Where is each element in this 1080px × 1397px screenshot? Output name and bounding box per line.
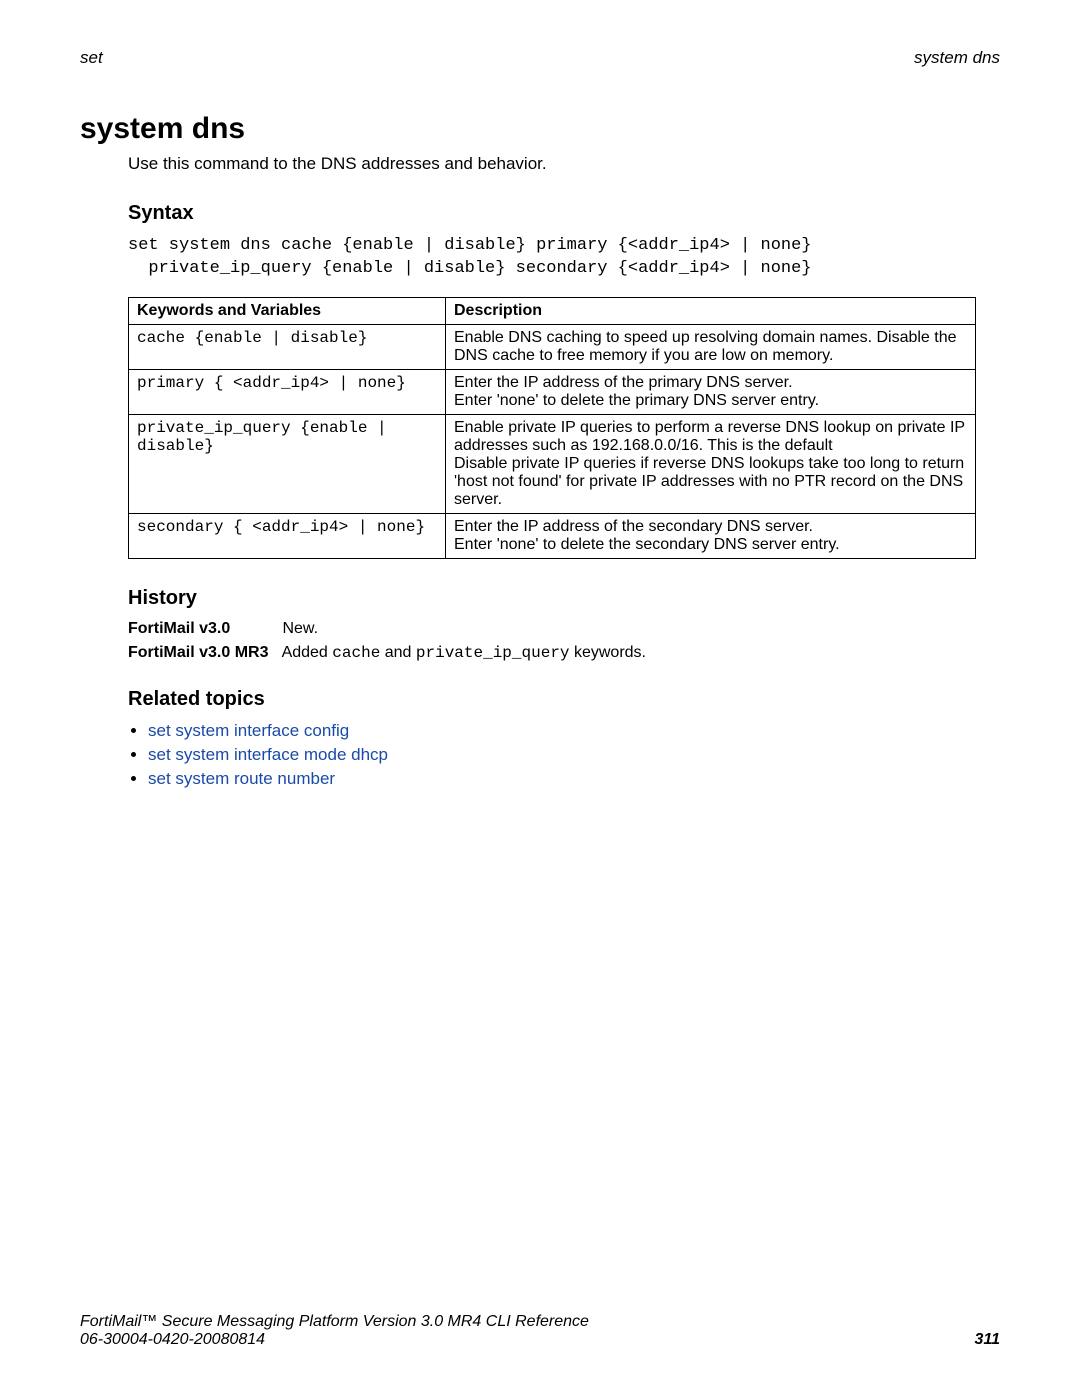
header-left: set [80, 48, 103, 68]
related-link[interactable]: set system interface config [148, 721, 349, 740]
history-note-code: cache [332, 644, 380, 662]
footer: FortiMail™ Secure Messaging Platform Ver… [80, 1313, 1000, 1349]
table-header-row: Keywords and Variables Description [129, 297, 976, 324]
footer-line1: FortiMail™ Secure Messaging Platform Ver… [80, 1313, 1000, 1331]
content: system dns Use this command to the DNS a… [80, 112, 1000, 793]
history-note-mid: and [380, 644, 416, 661]
history-version: FortiMail v3.0 [128, 620, 278, 638]
history-row: FortiMail v3.0 New. [128, 620, 1000, 638]
table-cell-desc: Enter the IP address of the primary DNS … [446, 369, 976, 414]
syntax-code: set system dns cache {enable | disable} … [128, 235, 1000, 281]
table-row: cache {enable | disable} Enable DNS cach… [129, 324, 976, 369]
related-link[interactable]: set system route number [148, 769, 335, 788]
history-version: FortiMail v3.0 MR3 [128, 644, 278, 662]
table-row: secondary { <addr_ip4> | none} Enter the… [129, 513, 976, 558]
page: set system dns system dns Use this comma… [0, 0, 1080, 1397]
history-note: New. [282, 620, 318, 637]
page-title: system dns [80, 112, 1000, 146]
table-cell-keyword: private_ip_query {enable | disable} [129, 414, 446, 513]
table-cell-desc: Enable private IP queries to perform a r… [446, 414, 976, 513]
related-heading: Related topics [128, 688, 1000, 711]
related-list: set system interface config set system i… [148, 721, 1000, 789]
keywords-table: Keywords and Variables Description cache… [128, 297, 976, 559]
related-item: set system interface config [148, 721, 1000, 741]
table-header-keywords: Keywords and Variables [129, 297, 446, 324]
history-block: FortiMail v3.0 New. FortiMail v3.0 MR3 A… [128, 620, 1000, 662]
table-cell-keyword: cache {enable | disable} [129, 324, 446, 369]
table-cell-desc: Enable DNS caching to speed up resolving… [446, 324, 976, 369]
related-link[interactable]: set system interface mode dhcp [148, 745, 388, 764]
history-note-suffix: keywords. [570, 644, 646, 661]
syntax-heading: Syntax [128, 202, 1000, 225]
table-row: private_ip_query {enable | disable} Enab… [129, 414, 976, 513]
history-heading: History [128, 587, 1000, 610]
related-item: set system interface mode dhcp [148, 745, 1000, 765]
history-note-prefix: Added [282, 644, 333, 661]
header-right: system dns [914, 48, 1000, 68]
intro-text: Use this command to the DNS addresses an… [128, 154, 1000, 174]
related-item: set system route number [148, 769, 1000, 789]
table-cell-keyword: primary { <addr_ip4> | none} [129, 369, 446, 414]
table-cell-desc: Enter the IP address of the secondary DN… [446, 513, 976, 558]
table-row: primary { <addr_ip4> | none} Enter the I… [129, 369, 976, 414]
history-note: Added cache and private_ip_query keyword… [282, 644, 646, 661]
footer-line2: 06-30004-0420-20080814 [80, 1331, 1000, 1349]
table-header-description: Description [446, 297, 976, 324]
history-note-code: private_ip_query [416, 644, 570, 662]
history-row: FortiMail v3.0 MR3 Added cache and priva… [128, 644, 1000, 662]
table-cell-keyword: secondary { <addr_ip4> | none} [129, 513, 446, 558]
footer-page-number: 311 [974, 1331, 1000, 1349]
